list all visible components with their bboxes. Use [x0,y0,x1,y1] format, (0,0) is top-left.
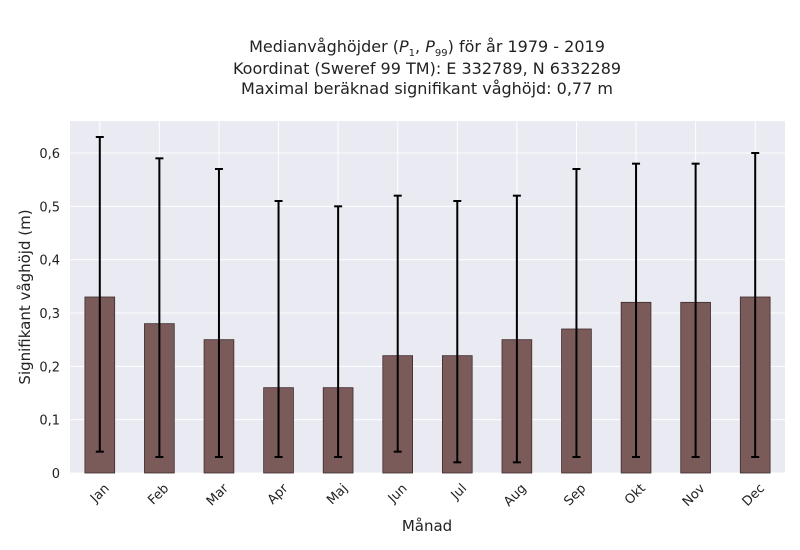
y-tick-labels: 0 0,1 0,2 0,3 0,4 0,5 0,6 [39,147,60,482]
y-tick-label: 0,1 [39,414,60,429]
y-tick-label: 0,3 [39,307,60,322]
error-bars [95,136,760,464]
x-tick-labels: Jan Feb Mar Apr Maj Jun Jul Aug Sep Okt Nov Dec [87,481,768,510]
x-axis-label: Månad [402,517,452,535]
x-tick-label: Jan [87,481,112,506]
x-tick-label: Maj [324,481,351,508]
plot-area [70,121,785,473]
x-tick-label: Dec [740,481,768,509]
x-tick-label: Sep [561,481,589,509]
x-tick-label: Okt [622,481,649,508]
y-tick-label: 0,2 [39,360,60,375]
x-tick-label: Mar [204,481,232,509]
chart-title-line-1: Medianvåghöjder (P1, P99) för år 1979 - … [249,37,605,59]
y-tick-label: 0,6 [39,147,60,162]
y-tick-label: 0,4 [39,254,60,269]
chart-title-line-2: Koordinat (Sweref 99 TM): E 332789, N 63… [233,59,621,78]
x-tick-label: Jun [385,481,411,507]
y-tick-label: 0,5 [39,200,60,215]
x-tick-label: Aug [501,481,530,510]
x-tick-label: Jul [448,481,470,503]
y-axis-label: Signifikant våghöjd (m) [16,209,34,384]
y-tick-label: 0 [52,467,60,482]
x-tick-label: Apr [265,481,292,508]
x-tick-label: Nov [680,481,709,510]
x-tick-label: Feb [145,481,172,508]
chart-title-line-3: Maximal beräknad signifikant våghöjd: 0,… [241,79,613,98]
